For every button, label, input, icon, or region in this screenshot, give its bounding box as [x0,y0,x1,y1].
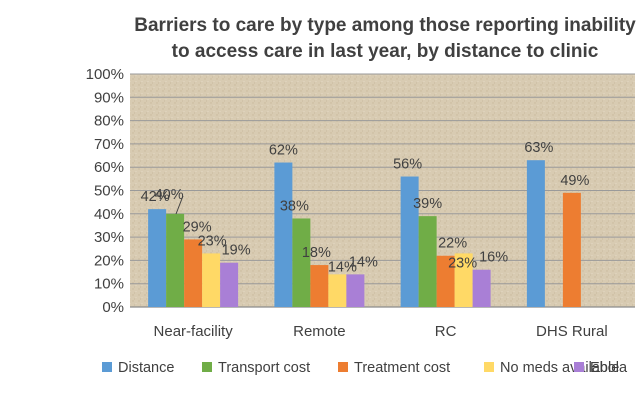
legend-item-distance: Distance [102,360,174,376]
y-axis-ticks: 0% 10% 20% 30% 40% 50% 60% 70% 80% 90% 100% [86,66,124,316]
data-label: 49% [560,173,589,189]
category-labels: Near-facility Remote RC DHS Rural [154,323,608,340]
legend-swatch [338,362,348,372]
data-label: 18% [302,245,331,261]
legend-swatch [574,362,584,372]
y-tick-label: 0% [102,299,124,316]
data-label: 22% [438,236,467,252]
bar-ebola-near-facility [220,262,239,307]
bar-treatment-cost-rc [436,255,455,307]
data-label: 16% [479,250,508,266]
data-label: 23% [448,255,477,271]
y-tick-label: 70% [94,136,124,153]
y-tick-label: 80% [94,113,124,130]
category-label: RC [435,323,457,340]
y-tick-label: 40% [94,206,124,223]
legend-swatch [202,362,212,372]
legend-item-no-meds-available: No meds available [484,360,619,376]
y-tick-label: 50% [94,183,124,200]
bar-treatment-cost-remote [310,265,329,307]
chart-title-line-1: Barriers to care by type among those rep… [134,15,636,36]
bars [148,160,581,307]
bar-no-meds-available-rc [454,253,473,307]
chart-title-line-2: to access care in last year, by distance… [172,41,599,62]
data-label: 14% [328,259,357,275]
category-label: DHS Rural [536,323,608,340]
bar-distance-dhs-rural [526,160,545,307]
legend-swatch [484,362,494,372]
bar-no-meds-available-remote [328,274,347,307]
data-label: 56% [393,157,422,173]
data-label: 40% [155,187,184,203]
data-label: 39% [413,196,442,212]
legend: Distance Transport cost Treatment cost No m… [102,360,628,376]
legend-label: Treatment cost [354,360,450,376]
bar-distance-remote [274,162,293,307]
legend-item-ebola: Ebola [574,360,628,376]
legend-label: Transport cost [218,360,310,376]
bar-treatment-cost-near-facility [184,239,203,307]
legend-label: No meds available [500,360,619,376]
bar-distance-near-facility [148,209,167,307]
bar-transport-cost-near-facility [166,213,185,307]
legend-swatch [102,362,112,372]
y-tick-label: 100% [86,66,124,83]
y-tick-label: 60% [94,159,124,176]
data-labels: 42%40%29%23%19%62%38%18%14%14%56%39%22%2… [141,140,590,275]
bar-treatment-cost-dhs-rural [562,192,581,307]
bar-no-meds-available-near-facility [202,253,221,307]
data-label: 23% [198,233,227,249]
bar-transport-cost-remote [292,218,311,307]
y-tick-label: 10% [94,276,124,293]
bar-transport-cost-rc [418,216,437,307]
data-label: 29% [183,219,212,235]
y-tick-label: 90% [94,89,124,106]
data-label: 38% [280,198,309,214]
data-label: 19% [222,243,251,259]
legend-label: Distance [118,360,174,376]
y-tick-label: 30% [94,229,124,246]
bar-ebola-remote [346,274,365,307]
data-label: 62% [269,143,298,159]
data-label: 42% [141,189,170,205]
label-leader-line [175,195,184,215]
legend-item-treatment-cost: Treatment cost [338,360,450,376]
bar-distance-rc [400,176,419,307]
category-label: Near-facility [154,323,234,340]
y-tick-label: 20% [94,252,124,269]
legend-item-transport-cost: Transport cost [202,360,310,376]
data-label: 14% [349,254,378,270]
data-label: 63% [524,140,553,156]
bar-ebola-rc [472,269,491,307]
category-label: Remote [293,323,346,340]
legend-label: Ebola [590,360,628,376]
